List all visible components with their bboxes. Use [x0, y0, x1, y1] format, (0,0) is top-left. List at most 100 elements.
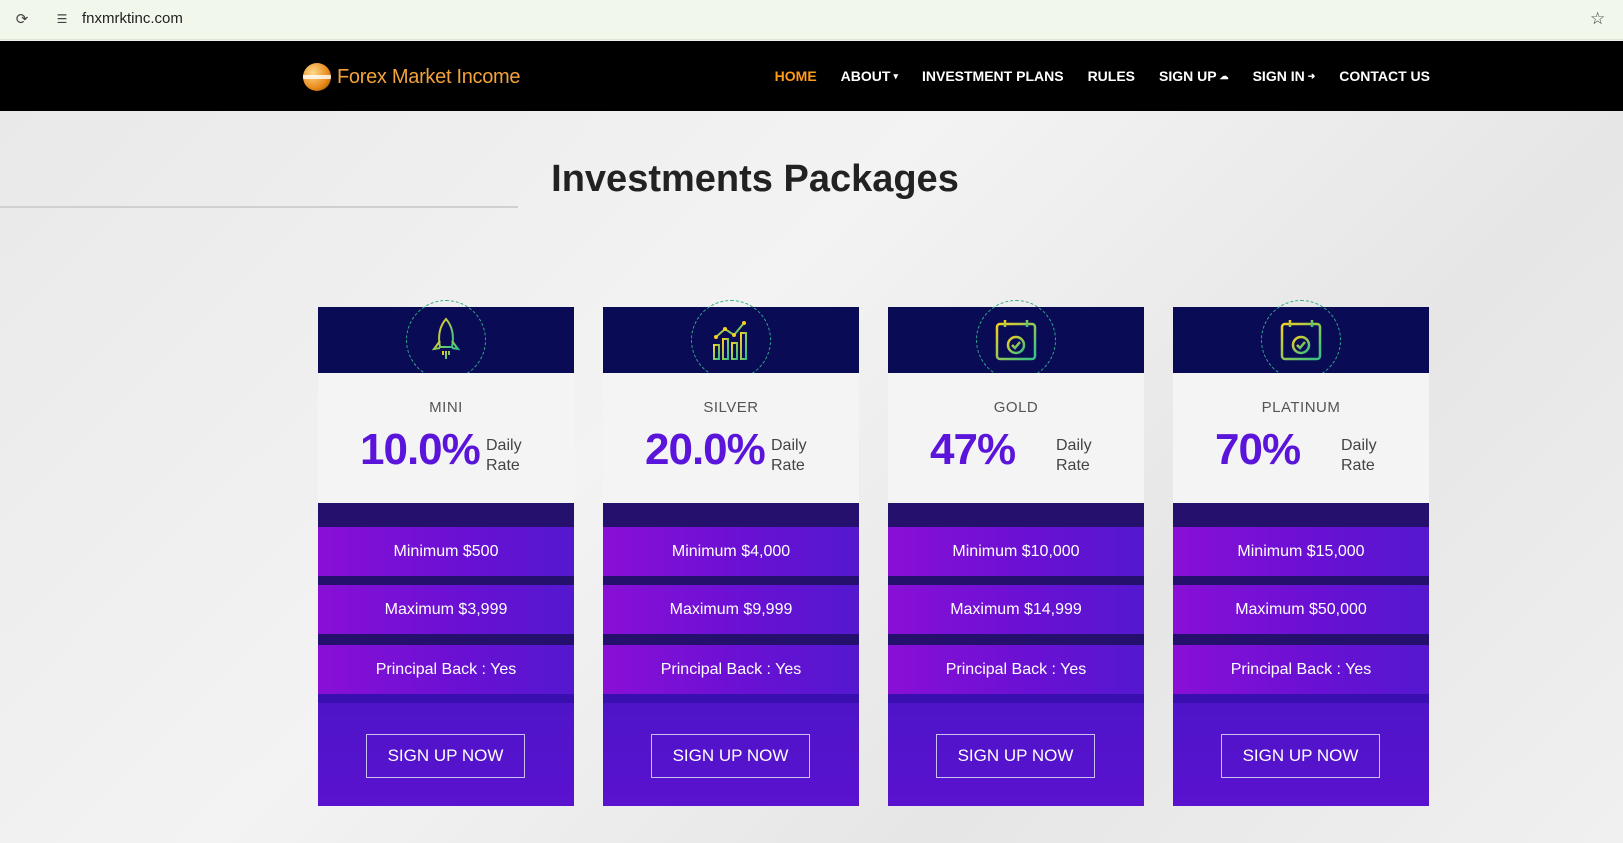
card-details: Minimum $500 Maximum $3,999 Principal Ba… — [318, 503, 574, 806]
site-header: Forex Market Income HOME ABOUT ▾ INVESTME… — [0, 41, 1623, 111]
nav-contact-us[interactable]: CONTACT US — [1339, 68, 1430, 84]
plan-maximum: Maximum $3,999 — [318, 585, 574, 634]
plan-maximum: Maximum $50,000 — [1173, 585, 1429, 634]
plan-maximum: Maximum $9,999 — [603, 585, 859, 634]
nav-about-label: ABOUT — [840, 68, 891, 84]
calendar-check-icon — [976, 300, 1056, 380]
sign-in-icon: ➜ — [1307, 70, 1316, 81]
daily-text: Daily — [1056, 437, 1092, 454]
card-summary: SILVER 20.0% Daily Rate — [603, 373, 859, 503]
card-strip — [318, 634, 574, 645]
sign-up-now-button[interactable]: SIGN UP NOW — [366, 734, 525, 778]
plan-card-silver: SILVER 20.0% Daily Rate Minimum $4,000 Ma… — [603, 300, 859, 806]
card-strip — [603, 503, 859, 527]
plan-minimum: Minimum $4,000 — [603, 527, 859, 576]
plan-principal: Principal Back : Yes — [888, 645, 1144, 694]
card-footer: SIGN UP NOW — [318, 703, 574, 806]
daily-rate-label: Daily Rate — [1341, 436, 1377, 476]
nav-home-label: HOME — [774, 68, 817, 84]
bar-chart-icon — [691, 300, 771, 380]
plan-rate: 10.0% — [360, 425, 481, 474]
address-bar[interactable]: fnxmrktinc.com — [82, 10, 183, 27]
plan-rate: 47% — [930, 425, 1016, 474]
card-strip — [318, 576, 574, 585]
plan-principal: Principal Back : Yes — [318, 645, 574, 694]
card-strip — [888, 576, 1144, 585]
plan-principal: Principal Back : Yes — [1173, 645, 1429, 694]
cloud-icon: ☁ — [1219, 70, 1229, 81]
site-info-icon[interactable]: ☰ — [56, 12, 68, 26]
chevron-down-icon: ▾ — [893, 70, 898, 81]
nav-sign-up-label: SIGN UP — [1159, 68, 1217, 84]
daily-text: Daily — [1341, 437, 1377, 454]
nav-sign-up[interactable]: SIGN UP ☁ — [1159, 68, 1229, 84]
nav-rules[interactable]: RULES — [1088, 68, 1135, 84]
plan-rate: 20.0% — [645, 425, 766, 474]
nav-sign-in-label: SIGN IN — [1252, 68, 1305, 84]
plan-name: PLATINUM — [1261, 399, 1341, 416]
daily-text: Daily — [486, 437, 522, 454]
plan-minimum: Minimum $500 — [318, 527, 574, 576]
nav-rules-label: RULES — [1087, 68, 1136, 84]
section-title: Investments Packages — [0, 158, 1510, 201]
nav-about[interactable]: ABOUT ▾ — [841, 68, 898, 84]
card-strip — [1173, 634, 1429, 645]
card-strip — [603, 634, 859, 645]
section-title-bold: Packages — [783, 158, 959, 200]
main-nav: HOME ABOUT ▾ INVESTMENT PLANS RULES SIGN … — [775, 41, 1430, 111]
sign-up-now-button[interactable]: SIGN UP NOW — [936, 734, 1095, 778]
card-header — [888, 300, 1144, 380]
rocket-icon — [406, 300, 486, 380]
nav-contact-us-label: CONTACT US — [1339, 68, 1430, 84]
card-footer: SIGN UP NOW — [1173, 703, 1429, 806]
globe-icon — [303, 63, 331, 91]
card-strip — [888, 503, 1144, 527]
plan-card-gold: GOLD 47% Daily Rate Minimum $10,000 Maxim… — [888, 300, 1144, 806]
card-footer: SIGN UP NOW — [888, 703, 1144, 806]
daily-rate-label: Daily Rate — [1056, 436, 1092, 476]
browser-toolbar: ⟳ ☰ fnxmrktinc.com ☆ — [0, 0, 1623, 40]
nav-investment-plans[interactable]: INVESTMENT PLANS — [922, 68, 1064, 84]
rate-text: Rate — [1341, 457, 1375, 474]
plan-maximum: Maximum $14,999 — [888, 585, 1144, 634]
sign-up-now-button[interactable]: SIGN UP NOW — [1221, 734, 1380, 778]
plan-card-platinum: PLATINUM 70% Daily Rate Minimum $15,000 M… — [1173, 300, 1429, 806]
card-summary: MINI 10.0% Daily Rate — [318, 373, 574, 503]
card-strip — [603, 576, 859, 585]
plan-rate: 70% — [1215, 425, 1301, 474]
star-icon[interactable]: ☆ — [1590, 9, 1606, 29]
nav-investment-plans-label: INVESTMENT PLANS — [921, 68, 1064, 84]
daily-rate-label: Daily Rate — [486, 436, 522, 476]
rate-text: Rate — [771, 457, 805, 474]
card-strip — [318, 503, 574, 527]
plan-principal: Principal Back : Yes — [603, 645, 859, 694]
nav-home[interactable]: HOME — [775, 68, 817, 84]
nav-sign-in[interactable]: SIGN IN ➜ — [1253, 68, 1316, 84]
card-summary: PLATINUM 70% Daily Rate — [1173, 373, 1429, 503]
daily-text: Daily — [771, 437, 807, 454]
logo-text: Forex Market Income — [337, 65, 521, 88]
card-strip — [888, 634, 1144, 645]
rate-text: Rate — [1056, 457, 1090, 474]
rate-text: Rate — [486, 457, 520, 474]
card-footer: SIGN UP NOW — [603, 703, 859, 806]
daily-rate-label: Daily Rate — [771, 436, 807, 476]
plan-minimum: Minimum $15,000 — [1173, 527, 1429, 576]
card-strip — [1173, 503, 1429, 527]
plan-name: GOLD — [993, 399, 1039, 416]
logo[interactable]: Forex Market Income — [303, 61, 521, 93]
plan-name: MINI — [429, 399, 463, 416]
section-title-light: Investments — [551, 158, 773, 200]
card-strip — [1173, 576, 1429, 585]
card-header — [1173, 300, 1429, 380]
calendar-check-icon — [1261, 300, 1341, 380]
plan-name: SILVER — [703, 399, 759, 416]
card-header — [603, 300, 859, 380]
reload-icon[interactable]: ⟳ — [15, 10, 29, 28]
card-header — [318, 300, 574, 380]
sign-up-now-button[interactable]: SIGN UP NOW — [651, 734, 810, 778]
divider — [0, 206, 518, 208]
plan-card-mini: MINI 10.0% Daily Rate Minimum $500 Maximu… — [318, 300, 574, 806]
plan-minimum: Minimum $10,000 — [888, 527, 1144, 576]
card-summary: GOLD 47% Daily Rate — [888, 373, 1144, 503]
